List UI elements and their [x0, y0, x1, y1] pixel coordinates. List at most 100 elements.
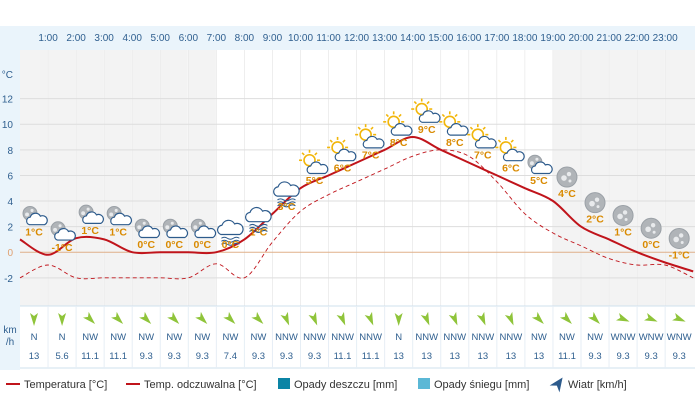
hour-label: 22:00: [625, 33, 650, 44]
temp-label: 0°C: [194, 239, 212, 251]
y-tick-label: 6: [7, 171, 13, 182]
wind-speed: 9.3: [252, 351, 265, 362]
wind-direction: NNW: [275, 332, 298, 343]
temp-label: 1°C: [81, 225, 99, 237]
temp-label: 1°C: [614, 226, 632, 238]
wind-arrow-icon: [30, 313, 39, 326]
y-tick-label: 12: [2, 95, 14, 106]
y-tick-label: 2: [7, 223, 13, 234]
cloud-fog-icon: [216, 219, 244, 246]
wind-speed: 5.6: [55, 351, 68, 362]
wind-direction: NNW: [303, 332, 326, 343]
wind-arrow-icon: [167, 311, 180, 324]
temp-label: 6°C: [334, 162, 352, 174]
y-tick-label: 0: [7, 248, 13, 259]
wind-arrow-icon: [336, 311, 346, 326]
wind-speed: 9.3: [645, 351, 658, 362]
partly-cloudy-night-icon: [134, 218, 161, 239]
temp-label: 6°C: [502, 162, 520, 174]
partly-cloudy-night-icon: [527, 154, 553, 175]
wind-direction: N: [59, 332, 66, 343]
wind-speed: 13: [506, 351, 517, 362]
cloud-fog-icon: [273, 181, 300, 208]
wind-direction: WNW: [667, 332, 692, 343]
wind-direction: NW: [587, 332, 603, 343]
y-axis-unit: °C: [2, 70, 13, 81]
temperature-line: [19, 135, 694, 273]
hour-label: 2:00: [66, 33, 86, 44]
temp-label: 0°C: [642, 239, 660, 251]
wind-direction: NNW: [359, 332, 382, 343]
wind-direction: NW: [531, 332, 547, 343]
wind-arrow-icon: [420, 311, 430, 326]
hour-label: 12:00: [344, 33, 369, 44]
temp-label: 9°C: [418, 124, 436, 136]
temp-label: 0°C: [137, 239, 155, 251]
moon-icon: [668, 227, 690, 249]
temp-label: 1°C: [250, 226, 268, 238]
moon-icon: [584, 192, 606, 214]
hour-label: 15:00: [428, 33, 453, 44]
wind-arrow-icon: [531, 311, 544, 324]
legend-rain-swatch: [278, 378, 290, 389]
hour-label: 23:00: [653, 33, 678, 44]
hour-label: 6:00: [179, 33, 199, 44]
legend-snow-swatch: [418, 378, 430, 389]
wind-arrow-icon: [280, 311, 290, 326]
wind-direction: NNW: [443, 332, 466, 343]
wind-arrow-icon: [58, 313, 67, 326]
wind-direction: WNW: [639, 332, 664, 343]
wind-direction: N: [395, 332, 402, 343]
temp-label: 0°C: [165, 239, 183, 251]
wind-speed: 9.3: [616, 351, 629, 362]
temp-label: 5°C: [530, 175, 548, 187]
hour-label: 8:00: [235, 33, 255, 44]
wind-arrow-icon: [364, 311, 374, 326]
hour-label: 5:00: [151, 33, 171, 44]
temp-label: -1°C: [669, 249, 691, 261]
partly-cloudy-day-icon: [467, 124, 497, 149]
wind-speed: 9.3: [196, 351, 209, 362]
wind-direction: NW: [110, 332, 126, 343]
cloud-fog-icon: [245, 206, 272, 233]
wind-arrow-icon: [308, 311, 318, 326]
hour-label: 14:00: [400, 33, 425, 44]
wind-speed: 9.3: [588, 351, 601, 362]
hour-label: 3:00: [94, 33, 114, 44]
wind-speed: 11.1: [362, 351, 380, 362]
wind-speed: 11.1: [109, 351, 127, 362]
partly-cloudy-night-icon: [106, 205, 133, 226]
wind-direction: NW: [138, 332, 154, 343]
hour-label: 13:00: [372, 33, 397, 44]
legend-bg: [0, 372, 695, 408]
hour-label: 20:00: [568, 33, 593, 44]
hour-label: 4:00: [122, 33, 142, 44]
y-tick-label: 8: [7, 146, 13, 157]
left-axis-panel: [0, 26, 20, 370]
wind-direction: NW: [222, 332, 238, 343]
temp-label: 3°C: [278, 201, 296, 213]
hour-label: 1:00: [38, 33, 58, 44]
wind-direction: NNW: [471, 332, 494, 343]
hour-header-bar: [20, 26, 695, 50]
temp-label: 4°C: [558, 188, 576, 200]
temp-label: 8°C: [446, 137, 464, 149]
hour-label: 7:00: [207, 33, 227, 44]
partly-cloudy-day-icon: [299, 149, 329, 175]
wind-arrow-icon: [394, 313, 403, 326]
temp-label: 2°C: [586, 214, 604, 226]
wind-speed: 13: [449, 351, 460, 362]
hour-label: 18:00: [512, 33, 537, 44]
wind-arrow-icon: [504, 311, 514, 326]
legend-snow: Opady śniegu [mm]: [434, 379, 529, 391]
wind-direction: NW: [82, 332, 98, 343]
partly-cloudy-night-icon: [190, 218, 217, 239]
y-tick-label: 4: [7, 197, 13, 208]
hour-label: 17:00: [484, 33, 509, 44]
wind-direction: NW: [194, 332, 210, 343]
wind-speed: 13: [478, 351, 489, 362]
legend-feels-like: Temp. odczuwalna [°C]: [144, 379, 257, 391]
wind-speed: 7.4: [224, 351, 237, 362]
